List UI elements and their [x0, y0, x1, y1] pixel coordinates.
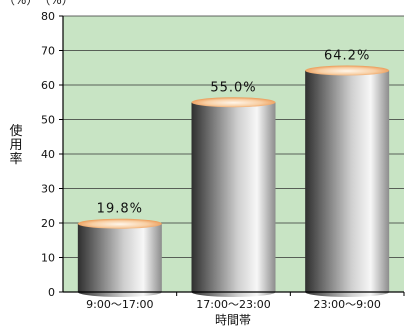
y-tick-label: 60 [41, 79, 55, 92]
y-tick-labels: 0 10 20 30 40 50 60 70 80 [41, 10, 63, 299]
bars: 19.8% 55.0% 64.2% [77, 49, 390, 297]
bar-top [305, 65, 390, 76]
y-tick-label: 70 [41, 45, 55, 58]
bar-top [191, 97, 276, 108]
y-axis-title: 使用率 [9, 123, 22, 167]
bar-top [77, 218, 162, 229]
x-axis-title: 時間帯 [215, 313, 251, 327]
bar-body [305, 70, 390, 297]
data-label: 55.0% [210, 80, 256, 95]
bar-body [191, 102, 276, 297]
x-tick-label: 9:00～17:00 [86, 298, 153, 311]
y-axis-title-char: 用 [9, 138, 22, 153]
x-tick-labels: 9:00～17:00 17:00～23:00 23:00～9:00 [86, 292, 405, 311]
top-unit-note: （%） （%） [3, 0, 74, 7]
y-tick-label: 20 [41, 217, 55, 230]
data-label: 64.2% [324, 49, 370, 64]
y-tick-label: 50 [41, 114, 55, 127]
y-tick-label: 0 [48, 286, 55, 299]
y-axis-title-char: 率 [9, 151, 22, 167]
y-axis-title-char: 使 [9, 123, 22, 139]
x-tick-label: 23:00～9:00 [313, 298, 380, 311]
bar: 55.0% [191, 80, 276, 297]
bar: 64.2% [305, 49, 390, 297]
bar-body [77, 223, 162, 297]
y-tick-label: 10 [41, 252, 55, 265]
x-tick-label: 17:00～23:00 [196, 298, 270, 311]
y-tick-label: 40 [41, 148, 55, 161]
y-tick-label: 80 [41, 10, 55, 23]
data-label: 19.8% [97, 202, 143, 217]
bar: 19.8% [77, 202, 162, 297]
y-tick-label: 30 [41, 183, 55, 196]
